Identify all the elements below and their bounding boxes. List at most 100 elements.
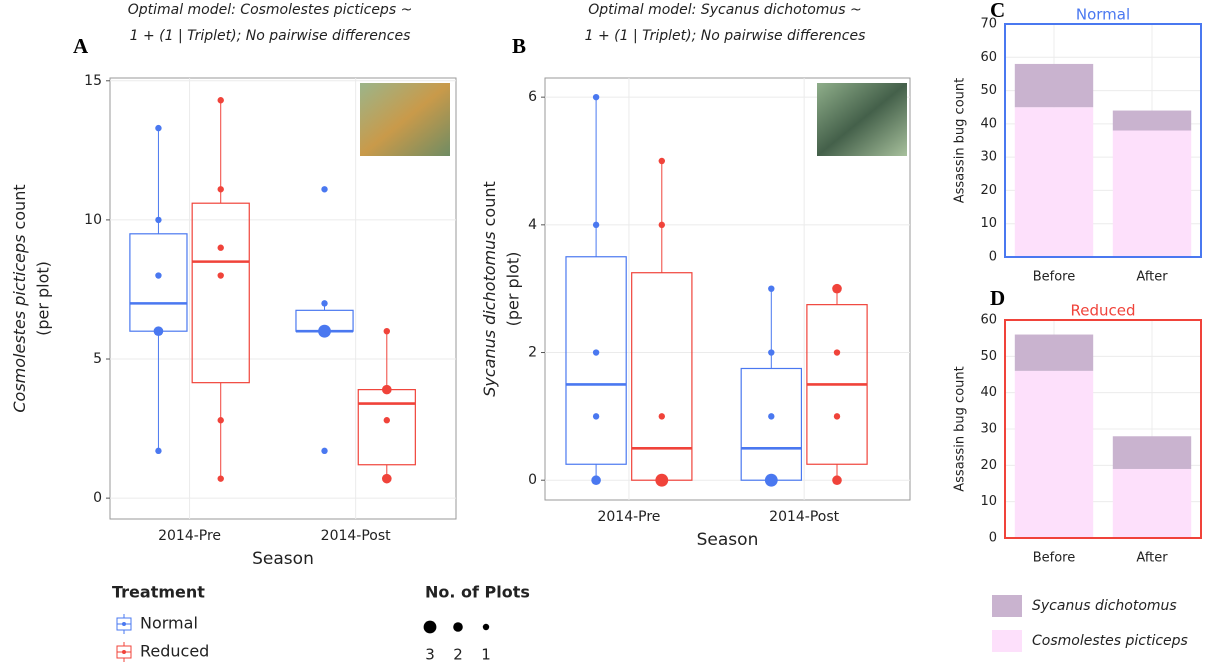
legend-label: Reduced <box>140 642 209 661</box>
y-tick-label: 0 <box>989 250 997 265</box>
point <box>321 300 327 306</box>
point <box>593 349 599 355</box>
point <box>593 94 599 100</box>
point <box>218 475 224 481</box>
point <box>834 413 840 419</box>
subtitle: Optimal model: Sycanus dichotomus ~ <box>588 2 862 18</box>
y-tick-label: 4 <box>528 217 537 233</box>
y-axis-label: Cosmolestes picticeps count <box>10 184 29 412</box>
bar-segment <box>1015 335 1093 371</box>
legend-title: Treatment <box>112 583 205 602</box>
point <box>768 413 774 419</box>
y-tick-label: 40 <box>980 116 997 131</box>
panel-label: B <box>512 34 526 58</box>
photo <box>360 83 450 156</box>
x-tick-label: Before <box>1033 270 1076 285</box>
y-tick-label: 50 <box>980 349 997 364</box>
point <box>768 349 774 355</box>
y-axis-label-species: Cosmolestes picticeps <box>10 235 29 413</box>
point <box>155 448 161 454</box>
y-tick-label: 0 <box>528 472 537 488</box>
legend-label: Sycanus dichotomus <box>1032 598 1177 614</box>
y-tick-label: 50 <box>980 83 997 98</box>
subtitle: Optimal model: Cosmolestes picticeps ~ <box>128 2 413 18</box>
bar-segment <box>1113 469 1191 538</box>
point <box>765 474 778 487</box>
point <box>593 413 599 419</box>
y-tick-label: 30 <box>980 422 997 437</box>
y-axis-label-line2: (per plot) <box>504 252 523 327</box>
legend-key <box>122 650 126 654</box>
y-axis-label: Sycanus dichotomus count <box>480 181 499 397</box>
y-axis-label: Assassin bug count <box>953 78 968 204</box>
bar-segment <box>1113 111 1191 131</box>
y-axis-label-text: count <box>10 184 29 229</box>
y-tick-label: 40 <box>980 385 997 400</box>
y-tick-label: 15 <box>84 73 102 89</box>
y-tick-label: 10 <box>980 494 997 509</box>
point <box>218 186 224 192</box>
point <box>218 245 224 251</box>
y-tick-label: 60 <box>980 313 997 328</box>
point <box>218 272 224 278</box>
y-tick-label: 0 <box>93 490 102 506</box>
point <box>659 222 665 228</box>
x-tick-label: 2014-Post <box>321 528 391 544</box>
y-axis-label-text: count <box>480 181 499 226</box>
point <box>155 217 161 223</box>
y-tick-label: 10 <box>84 212 102 228</box>
y-tick-label: 20 <box>980 458 997 473</box>
x-axis-label: Season <box>252 549 314 569</box>
y-tick-label: 60 <box>980 50 997 65</box>
point <box>655 474 668 487</box>
y-axis-label-species: Sycanus dichotomus <box>480 231 499 396</box>
point <box>591 475 601 485</box>
legend-label: Cosmolestes picticeps <box>1032 633 1188 649</box>
point <box>832 475 842 485</box>
legend-key <box>122 622 126 626</box>
y-tick-label: 10 <box>980 216 997 231</box>
bar-segment <box>1015 371 1093 538</box>
chart-title: Reduced <box>1070 302 1135 320</box>
point <box>155 272 161 278</box>
y-tick-label: 6 <box>528 89 537 105</box>
point <box>384 417 390 423</box>
legend-label: Normal <box>140 614 198 633</box>
point <box>321 448 327 454</box>
y-axis-label: Assassin bug count <box>953 366 968 492</box>
x-axis-label: Season <box>697 530 759 550</box>
point <box>321 186 327 192</box>
y-tick-label: 5 <box>93 351 102 367</box>
point <box>834 349 840 355</box>
point <box>768 285 774 291</box>
x-tick-label: After <box>1136 551 1168 566</box>
bar-segment <box>1113 131 1191 257</box>
size-legend-dot <box>453 622 463 632</box>
size-legend-title: No. of Plots <box>425 583 530 602</box>
subtitle: 1 + (1 | Triplet); No pairwise differenc… <box>130 28 411 44</box>
point <box>382 385 392 395</box>
x-tick-label: After <box>1136 270 1168 285</box>
panel-label: C <box>990 0 1005 22</box>
y-tick-label: 0 <box>989 531 997 546</box>
x-tick-label: 2014-Post <box>769 509 839 525</box>
panel-label: D <box>990 286 1005 310</box>
point <box>155 125 161 131</box>
point <box>218 97 224 103</box>
point <box>832 284 842 294</box>
point <box>382 474 392 484</box>
y-axis-label-line2: (per plot) <box>34 261 53 336</box>
subtitle: 1 + (1 | Triplet); No pairwise differenc… <box>585 28 866 44</box>
photo <box>817 83 907 156</box>
x-tick-label: 2014-Pre <box>158 528 221 544</box>
size-legend-label: 1 <box>481 646 491 664</box>
point <box>659 413 665 419</box>
bar-segment <box>1113 436 1191 469</box>
legend-swatch <box>992 630 1022 652</box>
size-legend-dot <box>483 624 489 630</box>
bar-segment <box>1015 64 1093 107</box>
y-tick-label: 2 <box>528 345 537 361</box>
legend-swatch <box>992 595 1022 617</box>
y-tick-label: 20 <box>980 183 997 198</box>
x-tick-label: Before <box>1033 551 1076 566</box>
